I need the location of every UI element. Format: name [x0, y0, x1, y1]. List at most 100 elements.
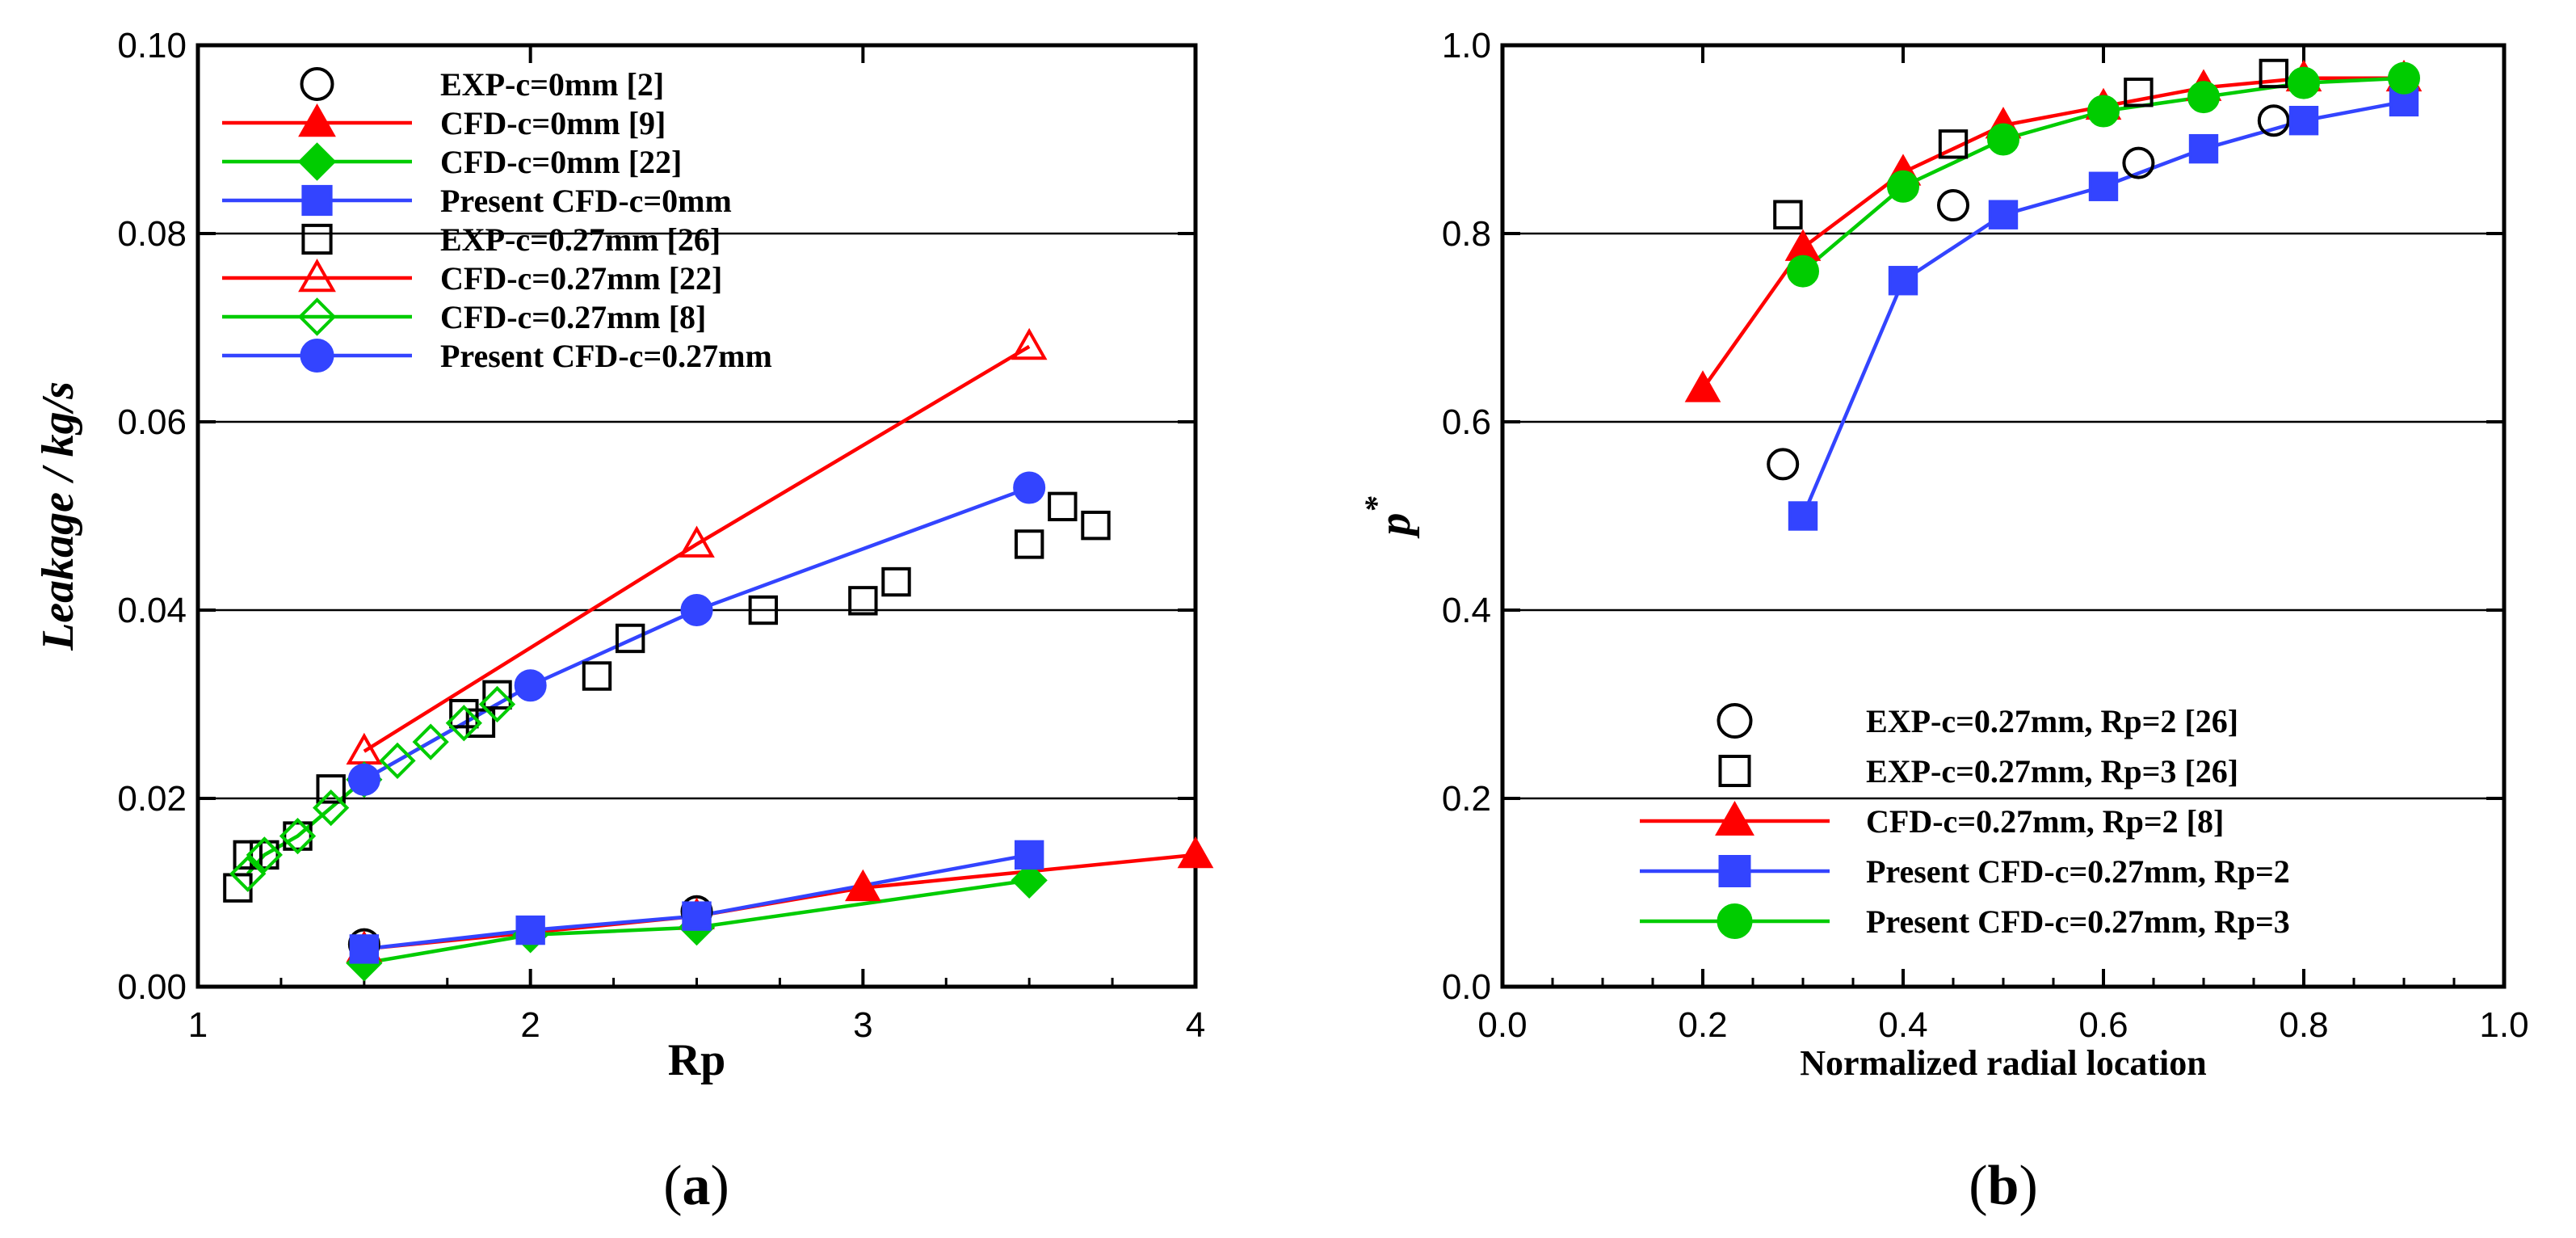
y-tick-label: 0.04: [117, 591, 187, 630]
y-tick-label: 0.06: [117, 402, 187, 442]
data-point-s6: [1011, 327, 1048, 360]
data-point-s5: [449, 698, 479, 729]
data-point-s5: [233, 840, 263, 870]
panel-label-letter: a: [683, 1155, 711, 1217]
y-tick-label: 0.8: [1442, 214, 1491, 254]
data-point-s5: [881, 566, 911, 597]
legend-marker: [298, 103, 336, 137]
y-tick-label: 0.0: [1442, 967, 1491, 1007]
data-point-s4: [515, 915, 545, 945]
series-line-6: [363, 344, 1031, 753]
x-tick-label: 1: [188, 1005, 208, 1045]
legend-label: EXP-c=0.27mm, Rp=2 [26]: [1866, 703, 2238, 739]
series-line-8: [363, 486, 1030, 781]
data-point-s3: [1684, 370, 1721, 402]
data-point-s5: [848, 586, 878, 616]
data-point-s8: [680, 594, 713, 626]
legend-label: EXP-c=0.27mm [26]: [440, 221, 721, 258]
panel-label-letter: b: [1988, 1155, 2019, 1217]
x-tick-label: 3: [853, 1005, 872, 1045]
data-point-s4: [1014, 840, 1044, 870]
data-point-s8: [1013, 471, 1046, 504]
x-tick-label: 1.0: [2479, 1005, 2528, 1045]
data-point-s4: [349, 934, 380, 964]
x-axis-title: Rp: [668, 1035, 726, 1085]
panel-label-open: (: [663, 1155, 682, 1217]
data-point-s5: [316, 774, 346, 804]
data-point-s5: [482, 680, 512, 710]
data-point-s5: [250, 840, 279, 870]
y-axis-title: p*: [1358, 496, 1420, 539]
data-point-s7: [313, 790, 350, 827]
data-point-s5: [582, 661, 612, 691]
x-tick-label: 0.0: [1477, 1005, 1527, 1045]
data-point-s7: [478, 685, 516, 723]
data-point-s5: [1987, 123, 2019, 156]
y-tick-label: 1.0: [1442, 26, 1491, 65]
data-point-s3: [1011, 861, 1048, 899]
legend-label: CFD-c=0.27mm [22]: [440, 260, 722, 297]
data-point-s5: [615, 623, 645, 654]
data-point-s4: [2188, 133, 2219, 164]
data-point-s7: [412, 723, 449, 760]
x-tick-label: 0.2: [1678, 1005, 1727, 1045]
data-point-s5: [2288, 66, 2320, 99]
x-tick-label: 0.4: [1878, 1005, 1927, 1045]
data-point-s1: [2257, 104, 2290, 137]
panel-label-close: ): [2019, 1155, 2037, 1217]
data-point-s5: [748, 595, 779, 625]
x-axis-title: Normalized radial location: [1800, 1043, 2207, 1083]
data-point-s5: [2187, 81, 2220, 114]
legend-label: CFD-c=0.27mm [8]: [440, 299, 706, 335]
data-point-s5: [1081, 510, 1111, 541]
data-point-s2: [1938, 129, 1969, 159]
legend-label: CFD-c=0.27mm, Rp=2 [8]: [1866, 803, 2224, 840]
data-point-s5: [1014, 529, 1044, 559]
x-tick-label: 2: [520, 1005, 540, 1045]
panel-label: (a): [663, 1155, 729, 1217]
x-tick-label: 0.8: [2279, 1005, 2328, 1045]
data-point-s5: [2087, 95, 2120, 128]
data-point-s5: [465, 708, 496, 738]
data-point-s5: [2388, 61, 2420, 95]
data-point-s7: [229, 855, 267, 892]
panel-label-open: (: [1969, 1155, 1987, 1217]
data-point-s4: [1788, 501, 1818, 531]
legend-label: CFD-c=0mm [9]: [440, 105, 666, 141]
legend-marker: [1715, 800, 1754, 836]
data-point-s2: [1773, 200, 1803, 229]
data-point-s7: [246, 836, 283, 874]
panel-label-close: ): [711, 1155, 729, 1217]
legend-marker: [301, 223, 333, 255]
y-axis-title-superscript: *: [1358, 496, 1394, 513]
legend-marker: [297, 297, 337, 336]
legend-marker: [298, 258, 336, 293]
data-point-s4: [682, 901, 712, 931]
data-point-s2: [2259, 58, 2289, 89]
x-tick-label: 4: [1186, 1005, 1205, 1045]
data-point-s1: [1767, 448, 1800, 481]
legend-marker: [1717, 903, 1753, 939]
data-point-s5: [283, 821, 313, 851]
chart-panel-b: 0.0 0.2 0.4 0.6 0.8 1.0 0.0 0.2 0.4 0.6 0.8 1.0 Norm…: [1358, 26, 2529, 1217]
y-axis-title-text: Leakage / kg/s: [33, 381, 83, 651]
data-point-s6: [679, 525, 715, 558]
data-point-s7: [379, 742, 416, 780]
data-point-s7: [445, 705, 482, 742]
data-point-s1: [2122, 146, 2155, 179]
legend-marker: [300, 67, 334, 101]
data-point-s5: [1787, 255, 1819, 288]
data-point-s8: [514, 669, 547, 702]
plot-frame: [1500, 43, 2507, 989]
data-point-s2: [2124, 78, 2154, 107]
legend-label: Present CFD-c=0.27mm: [440, 338, 772, 374]
data-point-s5: [1887, 170, 1919, 203]
data-point-s4: [1888, 266, 1918, 296]
y-axis-title-text: p: [1370, 513, 1420, 539]
chart-panel-a: 0.00 0.02 0.04 0.06 0.08 0.10 1 2 3 4 Rp Leakage / …: [33, 26, 1214, 1217]
data-point-s5: [1048, 491, 1078, 522]
data-point-s2: [844, 869, 881, 902]
legend-marker: [1718, 755, 1751, 787]
legend-label: EXP-c=0.27mm, Rp=3 [26]: [1866, 753, 2238, 790]
